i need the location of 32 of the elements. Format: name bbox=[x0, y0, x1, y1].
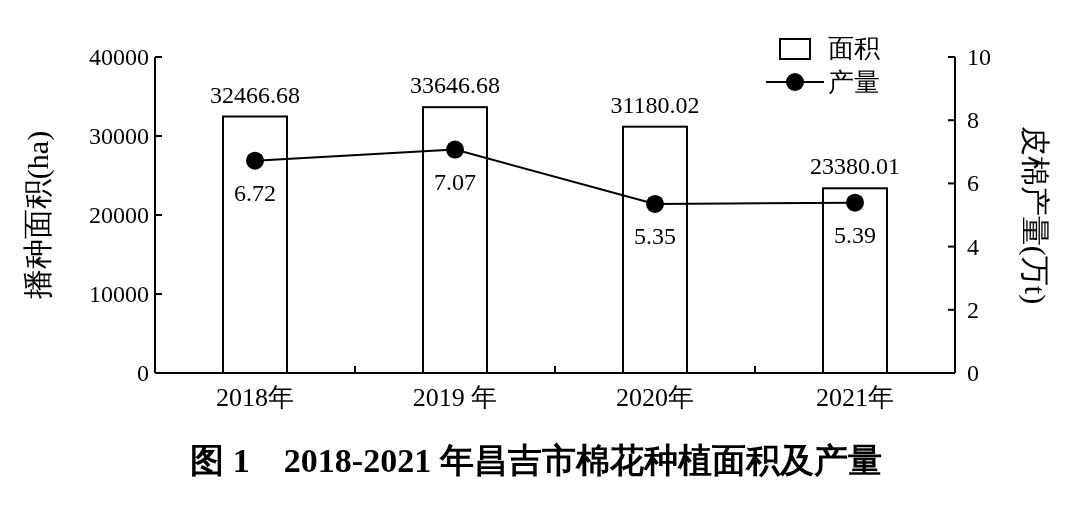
data-label: 7.07 bbox=[434, 168, 476, 195]
point bbox=[646, 194, 664, 213]
y-tick-label: 0 bbox=[137, 360, 149, 386]
x-tick-label: 2019 年 bbox=[412, 383, 498, 412]
y-axis-title: 播种面积(ha) bbox=[21, 130, 55, 300]
y2-tick-label: 4 bbox=[967, 233, 979, 260]
point bbox=[846, 193, 864, 212]
point bbox=[446, 140, 464, 159]
text: 图 1 2018-2021 年昌吉市棉花种植面积及产量 bbox=[190, 442, 882, 479]
data-label: 5.35 bbox=[634, 222, 676, 249]
data-label: 6.72 bbox=[234, 179, 276, 206]
x-tick-label: 2020年 bbox=[616, 383, 694, 412]
y2-tick-label: 10 bbox=[967, 44, 991, 70]
y-tick-label: 30000 bbox=[89, 123, 149, 149]
y2-tick-label: 6 bbox=[967, 170, 979, 197]
data-label: 32466.68 bbox=[210, 81, 300, 108]
x-tick-label: 2021年 bbox=[816, 383, 894, 412]
legend-label: 产量 bbox=[828, 68, 880, 97]
y-tick-label: 20000 bbox=[89, 202, 149, 228]
legend-label: 面积 bbox=[828, 34, 880, 63]
data-label: 33646.68 bbox=[410, 72, 500, 99]
y2-tick-label: 0 bbox=[967, 360, 979, 386]
y-tick-label: 40000 bbox=[89, 44, 149, 70]
data-label: 5.39 bbox=[834, 221, 876, 248]
point bbox=[246, 151, 264, 170]
y2-tick-label: 2 bbox=[967, 296, 979, 323]
y2-axis-title: 皮棉产量(万t) bbox=[1018, 125, 1052, 305]
data-label: 31180.02 bbox=[610, 91, 700, 118]
y2-tick-label: 8 bbox=[967, 107, 979, 134]
x-tick-label: 2018年 bbox=[216, 383, 294, 412]
data-label: 23380.01 bbox=[810, 153, 900, 180]
y-tick-label: 10000 bbox=[89, 281, 149, 307]
